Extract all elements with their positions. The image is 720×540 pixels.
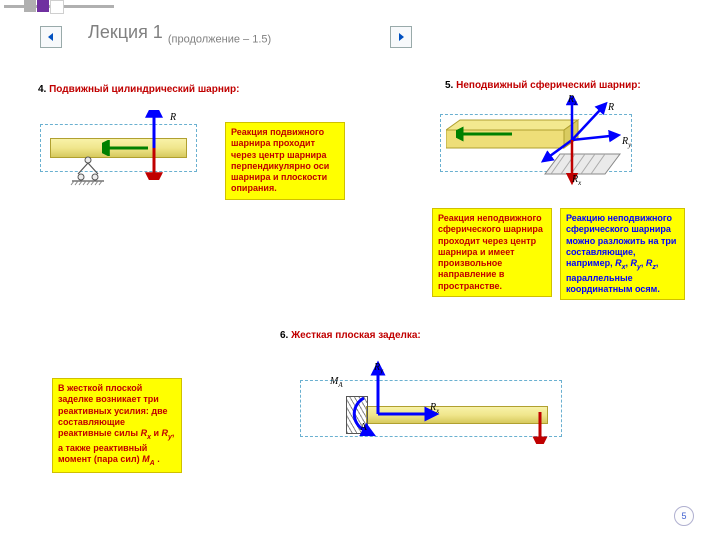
label-R-4: R <box>170 112 176 123</box>
nav-next[interactable] <box>390 26 412 48</box>
title-sub: (продолжение – 1.5) <box>168 34 271 46</box>
label-Rx-6: Rx <box>430 402 439 415</box>
page-number: 5 <box>674 506 694 526</box>
header-ornament <box>4 0 114 16</box>
section-4-title: 4. Подвижный цилиндрический шарнир: <box>38 84 239 95</box>
label-Ry-5: Ry <box>622 136 631 149</box>
note-5b: Реакцию неподвижного сферического шарнир… <box>560 208 685 300</box>
label-R-5: R <box>608 102 614 113</box>
label-MA-6: MA <box>330 376 343 389</box>
label-Ry-6: Ry <box>374 362 383 375</box>
page-title: Лекция 1 (продолжение – 1.5) <box>88 22 271 46</box>
label-A-6: A <box>360 422 367 433</box>
note-5a: Реакция неподвижного сферического шарнир… <box>432 208 552 297</box>
nav-prev[interactable] <box>40 26 62 48</box>
label-Rz-5: Rz <box>568 94 577 107</box>
diagram-spherical-hinge: Rz R Ry Rx <box>440 96 650 196</box>
title-main: Лекция 1 <box>88 22 168 42</box>
note-4: Реакция подвижного шарнира проходит чере… <box>225 122 345 200</box>
section-6-title: 6. Жесткая плоская заделка: <box>280 330 421 341</box>
section-5-title: 5. Неподвижный сферический шарнир: <box>445 80 641 91</box>
note-6: В жесткой плоской заделке возникает три … <box>52 378 182 473</box>
label-Rx-5: Rx <box>572 174 581 187</box>
diagram-movable-hinge: R <box>40 110 220 200</box>
diagram-rigid-embed: MA Ry Rx A <box>300 360 580 460</box>
